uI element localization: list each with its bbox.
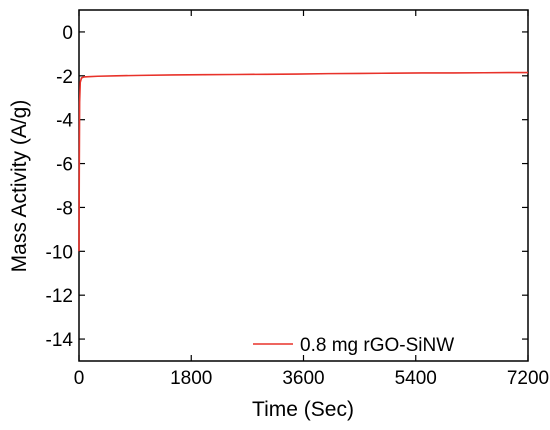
y-tick-label: -10 [46,242,73,263]
x-axis-title: Time (Sec) [252,398,354,421]
ticks [78,10,529,361]
series-line [78,71,528,252]
x-tick-label: 7200 [507,368,549,389]
x-tick-label: 3600 [282,368,324,389]
x-tick-label: 5400 [395,368,437,389]
y-tick-label: -12 [46,286,73,307]
legend: 0.8 mg rGO-SiNW [253,335,454,356]
y-tick-label: -6 [56,155,73,176]
x-tick-label: 1800 [170,368,212,389]
x-tick-label: 0 [74,368,85,389]
y-tick-label: -2 [56,67,73,88]
legend-label: 0.8 mg rGO-SiNW [300,335,454,356]
tick-labels: 0 1800 3600 5400 7200 0 -2 -4 -6 -8 -10 -12 -14 [46,23,550,389]
y-axis-title: Mass Activity (A/g) [8,100,31,273]
y-tick-label: -4 [56,111,73,132]
y-tick-label: -14 [46,330,74,351]
plot-area-frame [78,9,529,362]
y-tick-label: 0 [62,23,73,44]
series-layer [78,71,528,252]
y-tick-label: -8 [56,198,73,219]
